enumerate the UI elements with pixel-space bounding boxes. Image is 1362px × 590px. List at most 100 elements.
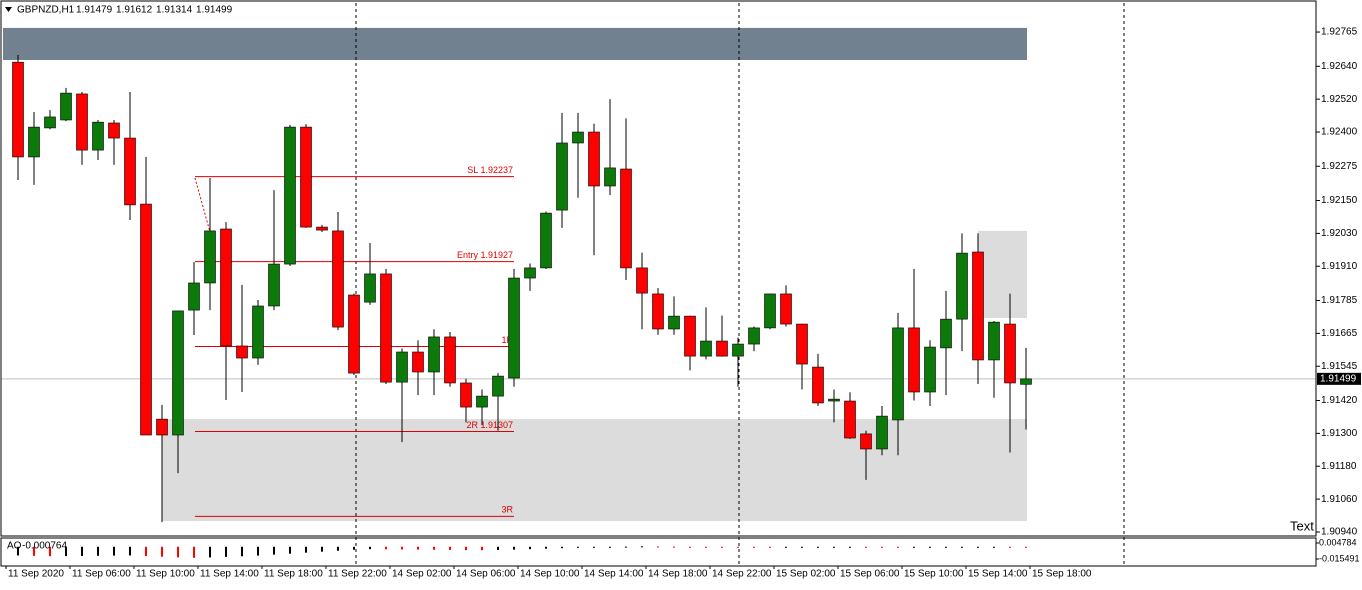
y-tick-label: 1.91300: [1321, 428, 1358, 439]
candle-body: [988, 321, 1000, 361]
x-tick-label: 14 Sep 06:00: [456, 569, 516, 580]
candle-body: [60, 92, 72, 121]
x-tick-label: 11 Sep 18:00: [264, 569, 323, 580]
menu-arrow[interactable]: [5, 7, 12, 12]
ao-bar: [753, 546, 755, 548]
main-frame: [0, 0, 1317, 537]
ao-bar: [673, 546, 675, 548]
candle-body: [524, 267, 536, 279]
ao-bar: [17, 546, 19, 556]
candle-body: [428, 336, 440, 373]
trade-link: [194, 177, 211, 233]
ao-bar: [289, 546, 291, 554]
ao-bar: [1009, 546, 1011, 548]
ao-bar: [209, 546, 211, 558]
ao-bar: [257, 546, 259, 556]
ao-bar: [417, 546, 419, 550]
ao-bar: [865, 546, 867, 548]
header-low: 1.91314: [156, 5, 193, 16]
candle-body: [940, 318, 952, 349]
ao-bar: [433, 546, 435, 550]
candle-body: [204, 230, 216, 284]
candle-body: [236, 345, 248, 359]
candle-body: [140, 203, 152, 436]
indicator-frame: [0, 537, 1317, 567]
ao-bar: [369, 546, 371, 550]
zone: [3, 27, 1027, 60]
candle-body: [972, 251, 984, 361]
symbol-title: GBPNZD,H1: [17, 5, 75, 16]
candle-body: [28, 126, 40, 158]
candle-body: [284, 126, 296, 265]
x-tick-label: 15 Sep 14:00: [968, 569, 1028, 580]
ao-bar: [353, 546, 355, 550]
x-tick-label: 15 Sep 18:00: [1032, 569, 1092, 580]
ao-bar: [833, 546, 835, 548]
ao-bar: [513, 546, 515, 550]
y-tick-label: 1.91665: [1321, 328, 1358, 339]
header-high: 1.91612: [116, 5, 153, 16]
candle-body: [188, 282, 200, 311]
candle-body: [716, 340, 728, 357]
y-tick-label: 1.91785: [1321, 295, 1358, 306]
ao-bar: [161, 546, 163, 557]
ao-bar: [817, 546, 819, 548]
ao-bar: [497, 546, 499, 551]
candle-body: [620, 168, 632, 269]
y-tick-label: 1.90940: [1321, 527, 1358, 538]
plot-layer: 1.92765 1.92640 1.92520 1.92400 1.92275 1.921…: [1, 27, 1361, 580]
ao-bar: [577, 546, 579, 548]
candle-body: [108, 122, 120, 139]
ao-bar: [609, 546, 611, 548]
candle-body: [396, 351, 408, 383]
ao-bar: [97, 546, 99, 556]
candle-body: [924, 346, 936, 393]
level-label: 1R: [501, 335, 513, 345]
ao-bar: [1025, 546, 1027, 548]
ao-bar: [401, 546, 403, 550]
x-tick-label: 14 Sep 14:00: [584, 569, 644, 580]
ao-bar: [305, 546, 307, 553]
y-tick-label: 1.92520: [1321, 94, 1358, 105]
x-tick-label: 11 Sep 22:00: [328, 569, 387, 580]
candle-body: [316, 226, 328, 231]
candle-body: [44, 116, 56, 129]
candle-body: [860, 433, 872, 450]
ao-bar: [641, 546, 643, 548]
candle-body: [1020, 378, 1032, 385]
ao-bar: [113, 546, 115, 556]
x-tick-label: 14 Sep 18:00: [648, 569, 708, 580]
candle-body: [412, 351, 424, 373]
indicator-value: -0.000764: [22, 541, 67, 552]
ao-bar: [129, 546, 131, 556]
candle-body: [748, 327, 760, 345]
ao-bar: [465, 546, 467, 551]
candle-body: [652, 293, 664, 330]
ao-bar: [273, 546, 275, 555]
candle-body: [828, 398, 840, 402]
ao-bar: [481, 546, 483, 551]
ao-bar: [721, 546, 723, 548]
candle-body: [332, 230, 344, 328]
ao-bar: [193, 546, 195, 558]
candle-body: [76, 93, 88, 151]
candle-body: [876, 415, 888, 450]
ao-bar: [881, 546, 883, 548]
x-tick-label: 14 Sep 22:00: [712, 569, 772, 580]
indicator-tick-label: -0.015491: [1319, 553, 1360, 563]
candle-body: [892, 327, 904, 421]
ao-bar: [49, 546, 51, 557]
ao-bar: [737, 546, 739, 548]
y-tick-label: 1.91910: [1321, 261, 1358, 272]
ao-bar: [785, 546, 787, 548]
ao-bar: [769, 546, 771, 548]
candle-body: [300, 126, 312, 228]
x-tick-label: 15 Sep 02:00: [776, 569, 836, 580]
indicator-tick-label: 0.004784: [1319, 537, 1357, 547]
y-tick-label: 1.91180: [1321, 461, 1357, 472]
candle-body: [684, 315, 696, 357]
candle-body: [508, 277, 520, 379]
candle-body: [572, 131, 584, 144]
